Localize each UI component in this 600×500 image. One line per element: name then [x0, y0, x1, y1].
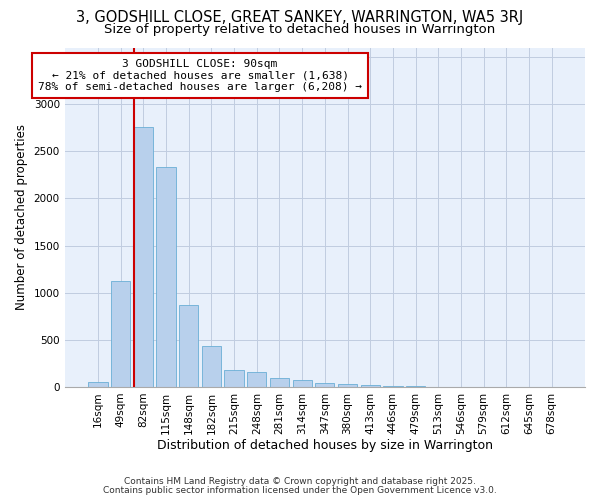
Bar — [270, 378, 289, 387]
Bar — [157, 168, 176, 387]
Text: Contains public sector information licensed under the Open Government Licence v3: Contains public sector information licen… — [103, 486, 497, 495]
Text: Contains HM Land Registry data © Crown copyright and database right 2025.: Contains HM Land Registry data © Crown c… — [124, 477, 476, 486]
Bar — [383, 386, 403, 387]
Text: Size of property relative to detached houses in Warrington: Size of property relative to detached ho… — [104, 22, 496, 36]
Bar — [293, 380, 312, 387]
Bar — [315, 382, 334, 387]
Bar — [88, 382, 107, 387]
Bar — [361, 385, 380, 387]
Bar — [111, 282, 130, 387]
Bar — [179, 305, 199, 387]
Bar — [338, 384, 357, 387]
Bar — [224, 370, 244, 387]
Bar — [247, 372, 266, 387]
X-axis label: Distribution of detached houses by size in Warrington: Distribution of detached houses by size … — [157, 440, 493, 452]
Bar — [134, 126, 153, 387]
Y-axis label: Number of detached properties: Number of detached properties — [15, 124, 28, 310]
Text: 3 GODSHILL CLOSE: 90sqm
← 21% of detached houses are smaller (1,638)
78% of semi: 3 GODSHILL CLOSE: 90sqm ← 21% of detache… — [38, 59, 362, 92]
Bar — [202, 346, 221, 387]
Text: 3, GODSHILL CLOSE, GREAT SANKEY, WARRINGTON, WA5 3RJ: 3, GODSHILL CLOSE, GREAT SANKEY, WARRING… — [76, 10, 524, 25]
